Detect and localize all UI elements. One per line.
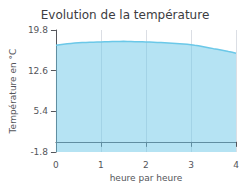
svg-text:heure par heure: heure par heure (110, 173, 183, 183)
svg-text:-1.8: -1.8 (30, 147, 48, 157)
svg-text:0: 0 (53, 160, 59, 170)
svg-text:5.4: 5.4 (34, 106, 49, 116)
svg-text:2: 2 (143, 160, 149, 170)
svg-text:Température en °C: Température en °C (8, 49, 18, 135)
svg-text:Evolution de la température: Evolution de la température (41, 8, 210, 22)
svg-text:19.8: 19.8 (28, 25, 48, 35)
svg-text:3: 3 (188, 160, 194, 170)
svg-text:1: 1 (98, 160, 104, 170)
svg-text:12.6: 12.6 (28, 66, 48, 76)
svg-text:4: 4 (233, 160, 239, 170)
